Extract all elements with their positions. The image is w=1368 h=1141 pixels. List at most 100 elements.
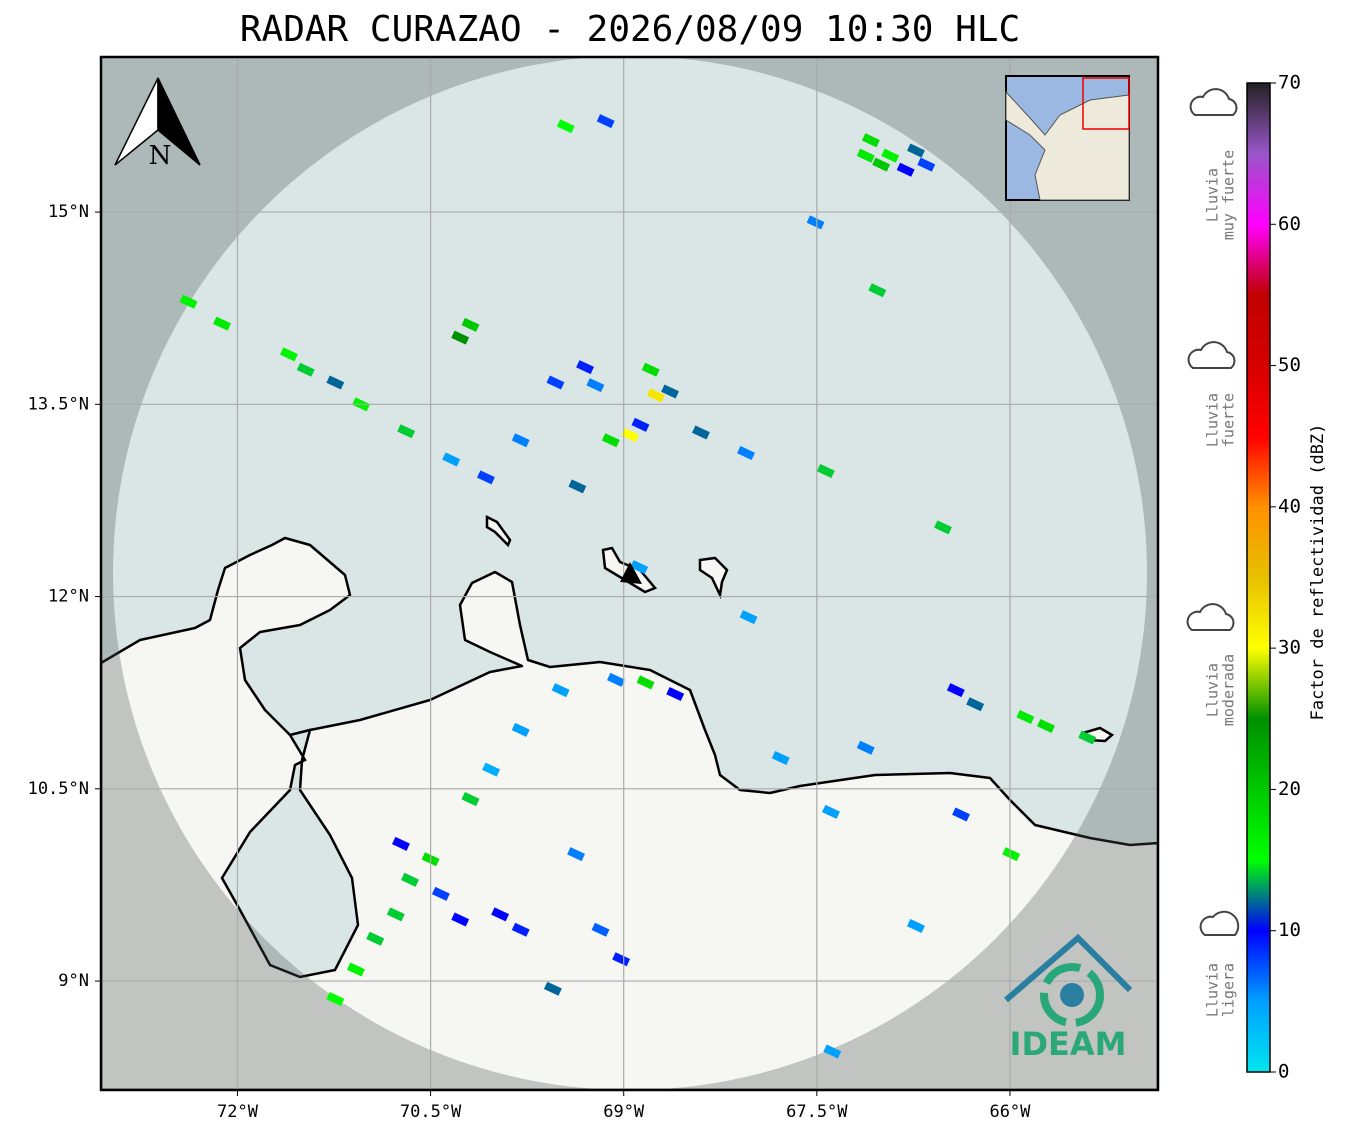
- radar-echo: [861, 133, 880, 148]
- legend-label: Lluvia: [1204, 393, 1222, 447]
- radar-echo: [451, 330, 470, 345]
- radar-echo: [491, 907, 510, 922]
- radar-echo: [872, 157, 891, 172]
- radar-echo: [952, 807, 970, 822]
- radar-echo: [966, 697, 985, 712]
- title: RADAR CURAZAO - 2026/08/09 10:30 HLC: [240, 9, 1020, 50]
- north-label: N: [149, 141, 172, 171]
- radar-echo: [280, 347, 298, 362]
- colorbar-tick-label: 30: [1278, 637, 1301, 659]
- island-bonaire: [698, 556, 729, 600]
- radar-echo: [346, 962, 365, 977]
- map-frame: [99, 55, 1160, 1092]
- radar-echo: [546, 375, 565, 390]
- inset-map: [1005, 75, 1130, 201]
- radar-echo: [568, 479, 587, 494]
- legend-label: ligera: [1220, 963, 1238, 1017]
- radar-echo: [907, 143, 925, 158]
- radar-echo: [401, 872, 419, 887]
- ideam-logo: IDEAM: [1004, 933, 1133, 1063]
- island-aruba: [485, 514, 512, 548]
- radar-echo: [881, 148, 900, 163]
- radar-echo: [213, 316, 231, 331]
- radar-echo: [646, 388, 665, 403]
- radar-echo: [823, 1044, 842, 1059]
- radar-echo: [934, 520, 952, 535]
- colorbar-tick-label: 20: [1278, 778, 1301, 800]
- legend-icons: [1186, 88, 1240, 936]
- radar-echo: [1002, 847, 1021, 862]
- radar-echo: [556, 119, 575, 134]
- legend-label: moderada: [1220, 654, 1238, 726]
- radar-echo: [641, 362, 660, 377]
- radar-echo: [601, 433, 620, 448]
- radar-echo: [477, 470, 495, 485]
- colorbar-tick-label: 0: [1278, 1061, 1289, 1083]
- radar-echo: [946, 683, 965, 698]
- radar-echo: [737, 446, 755, 461]
- radar-echo: [739, 610, 758, 625]
- y-tick-label: 15°N: [48, 202, 89, 222]
- colorbar: [1246, 82, 1271, 1073]
- radar-echo: [397, 424, 416, 439]
- radar-site: [620, 562, 642, 584]
- radar-echo: [326, 375, 345, 390]
- radar-echo: [567, 847, 586, 862]
- colorbar-tick-label: 50: [1278, 354, 1301, 376]
- logo-text: IDEAM: [1010, 1025, 1127, 1063]
- colorbar-label: Factor de reflectividad (dBZ): [1308, 424, 1328, 721]
- radar-echo: [612, 952, 631, 967]
- radar-echo: [392, 836, 410, 851]
- radar-echo: [1016, 710, 1035, 725]
- radar-echo: [511, 922, 530, 937]
- radar-echo: [586, 378, 605, 393]
- x-tick-label: 72°W: [217, 1102, 259, 1122]
- x-tick-label: 69°W: [603, 1102, 645, 1122]
- radar-echo: [576, 360, 595, 375]
- colorbar-tick-label: 10: [1278, 919, 1301, 941]
- radar-echo: [482, 762, 501, 777]
- radar-echo: [631, 417, 650, 432]
- radar-echo: [461, 317, 480, 332]
- radar-echo: [442, 452, 461, 467]
- x-tick-label: 66°W: [989, 1102, 1031, 1122]
- radar-echo: [461, 792, 480, 807]
- radar-echo: [511, 722, 530, 737]
- y-tick-label: 12°N: [48, 587, 89, 607]
- colorbar-tick-label: 60: [1278, 213, 1301, 235]
- y-tick-label: 10.5°N: [28, 779, 89, 799]
- radar-echo: [1037, 719, 1055, 734]
- legend-label: muy fuerte: [1220, 150, 1238, 240]
- radar-echo: [511, 433, 530, 448]
- radar-echo: [621, 428, 640, 443]
- colorbar-tick-label: 70: [1278, 72, 1301, 94]
- colorbar-tick-label: 40: [1278, 495, 1301, 517]
- y-tick-label: 13.5°N: [28, 394, 89, 414]
- radar-echo: [296, 362, 315, 377]
- radar-echo: [366, 931, 385, 946]
- radar-echo: [1078, 730, 1097, 745]
- radar-echo: [896, 162, 915, 177]
- legend-label: Lluvia: [1204, 963, 1222, 1017]
- lake-maracaibo: [220, 728, 360, 979]
- radar-echo: [386, 907, 405, 922]
- radar-echo: [666, 686, 685, 701]
- radar-echo: [816, 463, 835, 478]
- legend-label: Lluvia: [1204, 168, 1222, 222]
- radar-echo: [856, 148, 875, 163]
- radar-echo: [431, 886, 450, 901]
- radar-echo: [543, 981, 562, 996]
- radar-echo: [661, 384, 679, 399]
- y-tick-label: 9°N: [58, 971, 89, 991]
- radar-echo: [822, 804, 840, 819]
- radar-echo: [451, 912, 470, 927]
- land: [101, 536, 1158, 1090]
- radar-echo: [591, 922, 610, 937]
- radar-echo: [326, 991, 345, 1007]
- radar-echo: [907, 918, 925, 933]
- radar-echo: [917, 157, 936, 172]
- grid-layer: [101, 57, 1158, 1090]
- radar-echo: [607, 672, 625, 687]
- radar-echo: [868, 283, 887, 298]
